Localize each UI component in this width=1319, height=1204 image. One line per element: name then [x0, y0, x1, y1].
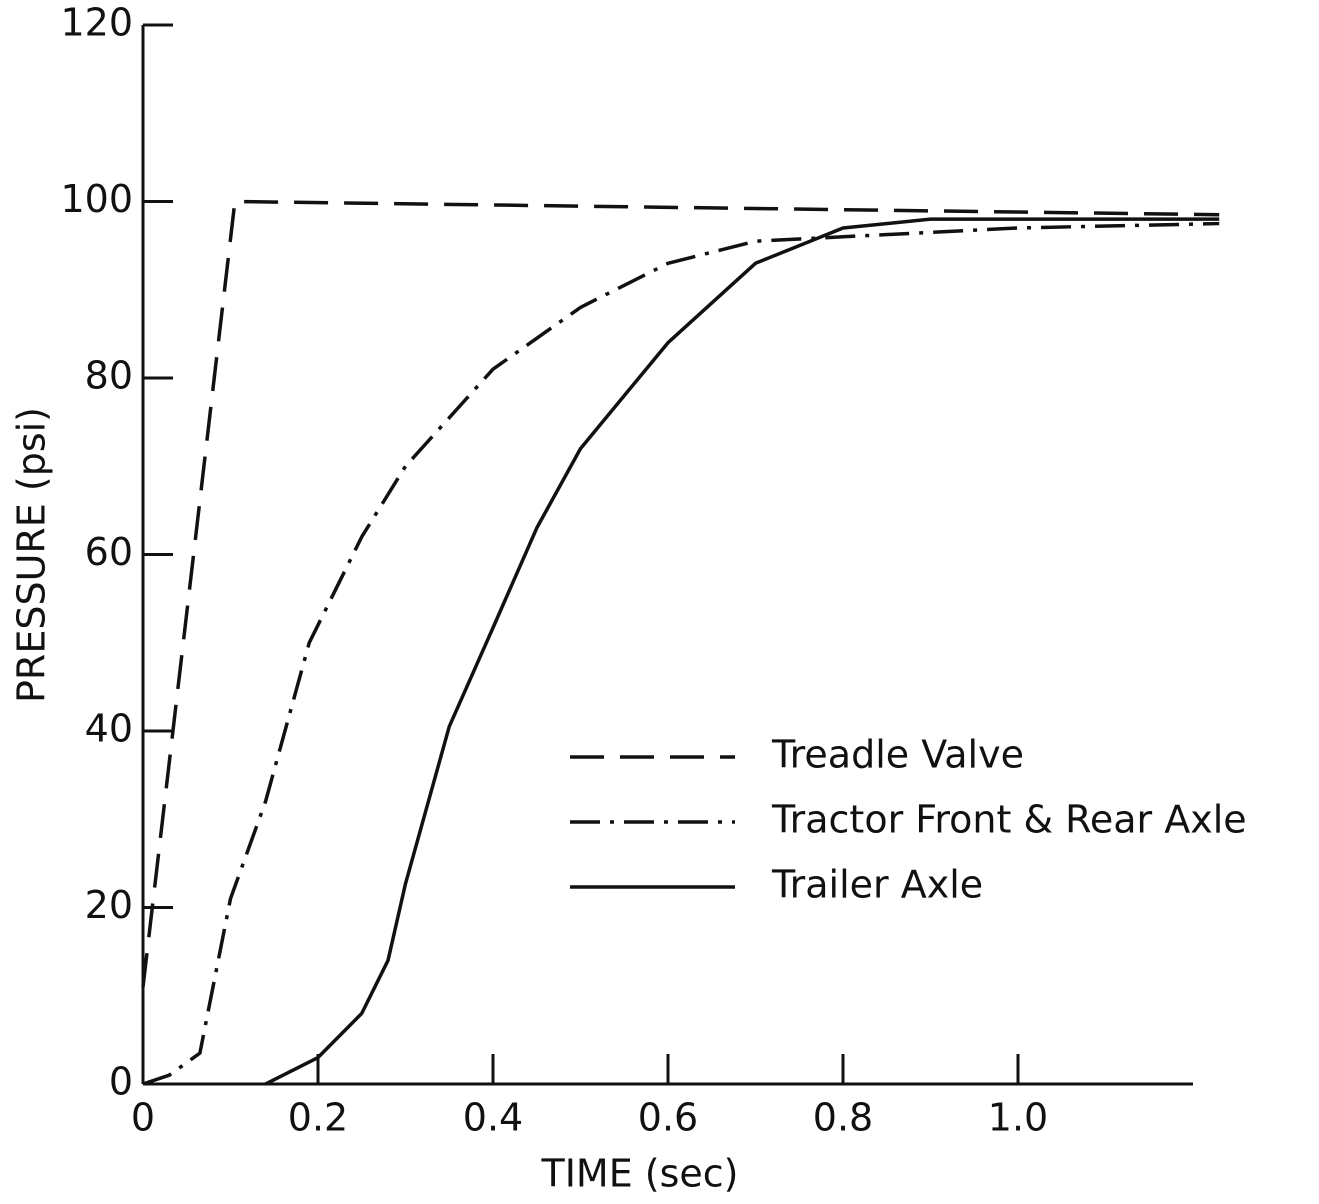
y-tick-label: 20 [85, 883, 133, 927]
y-tick-label: 80 [85, 354, 133, 398]
x-tick-label: 0.4 [463, 1096, 523, 1140]
y-tick-label: 120 [60, 1, 133, 45]
y-tick-label: 60 [85, 530, 133, 574]
x-axis-label: TIME (sec) [540, 1152, 738, 1196]
series-line [141, 199, 1220, 988]
y-tick-label: 100 [60, 177, 133, 221]
x-tick-label: 0 [131, 1096, 155, 1140]
x-tick-label: 0.2 [288, 1096, 348, 1140]
legend-label: Treadle Valve [771, 733, 1024, 777]
legend-label: Tractor Front & Rear Axle [771, 798, 1247, 842]
y-axis-label: PRESSURE (psi) [10, 407, 54, 703]
series-line [264, 217, 1220, 1086]
series-line [142, 221, 1220, 1086]
x-tick-label: 0.8 [813, 1096, 873, 1140]
x-tick-label: 0.6 [638, 1096, 698, 1140]
x-tick-label: 1.0 [988, 1096, 1048, 1140]
y-tick-label: 40 [85, 707, 133, 751]
legend-label: Trailer Axle [771, 863, 983, 907]
y-tick-label: 0 [109, 1060, 133, 1104]
